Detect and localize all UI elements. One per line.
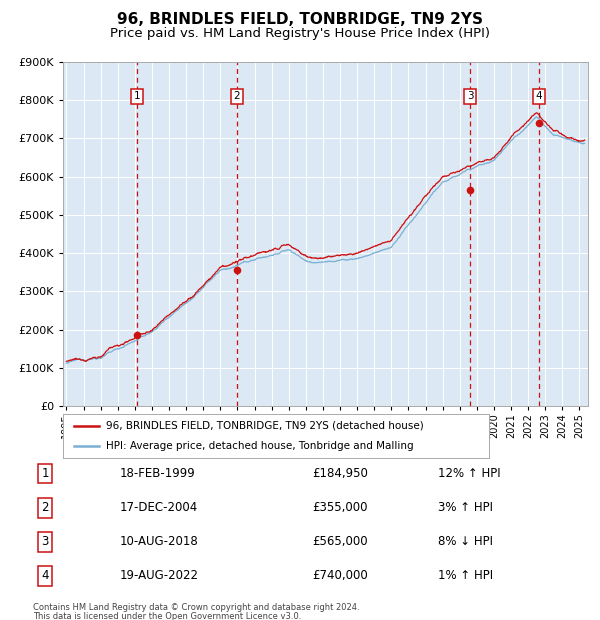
Text: 3: 3 bbox=[467, 91, 473, 102]
Text: £740,000: £740,000 bbox=[312, 570, 368, 582]
Text: £355,000: £355,000 bbox=[312, 502, 367, 514]
Text: 1: 1 bbox=[41, 467, 49, 480]
Text: 4: 4 bbox=[536, 91, 542, 102]
Text: 96, BRINDLES FIELD, TONBRIDGE, TN9 2YS (detached house): 96, BRINDLES FIELD, TONBRIDGE, TN9 2YS (… bbox=[106, 421, 424, 431]
Text: 19-AUG-2022: 19-AUG-2022 bbox=[120, 570, 199, 582]
Text: 8% ↓ HPI: 8% ↓ HPI bbox=[438, 536, 493, 548]
Text: 1: 1 bbox=[134, 91, 140, 102]
Text: Price paid vs. HM Land Registry's House Price Index (HPI): Price paid vs. HM Land Registry's House … bbox=[110, 27, 490, 40]
Text: £184,950: £184,950 bbox=[312, 467, 368, 480]
Text: HPI: Average price, detached house, Tonbridge and Malling: HPI: Average price, detached house, Tonb… bbox=[106, 441, 413, 451]
Text: 96, BRINDLES FIELD, TONBRIDGE, TN9 2YS: 96, BRINDLES FIELD, TONBRIDGE, TN9 2YS bbox=[117, 12, 483, 27]
Text: 10-AUG-2018: 10-AUG-2018 bbox=[120, 536, 199, 548]
Text: 12% ↑ HPI: 12% ↑ HPI bbox=[438, 467, 500, 480]
Text: 18-FEB-1999: 18-FEB-1999 bbox=[120, 467, 196, 480]
Text: £565,000: £565,000 bbox=[312, 536, 368, 548]
Text: 17-DEC-2004: 17-DEC-2004 bbox=[120, 502, 198, 514]
Text: 3: 3 bbox=[41, 536, 49, 548]
Text: 2: 2 bbox=[41, 502, 49, 514]
Text: 4: 4 bbox=[41, 570, 49, 582]
Text: 1% ↑ HPI: 1% ↑ HPI bbox=[438, 570, 493, 582]
Text: Contains HM Land Registry data © Crown copyright and database right 2024.: Contains HM Land Registry data © Crown c… bbox=[33, 603, 359, 612]
Text: 3% ↑ HPI: 3% ↑ HPI bbox=[438, 502, 493, 514]
Text: 2: 2 bbox=[233, 91, 240, 102]
Text: This data is licensed under the Open Government Licence v3.0.: This data is licensed under the Open Gov… bbox=[33, 612, 301, 620]
